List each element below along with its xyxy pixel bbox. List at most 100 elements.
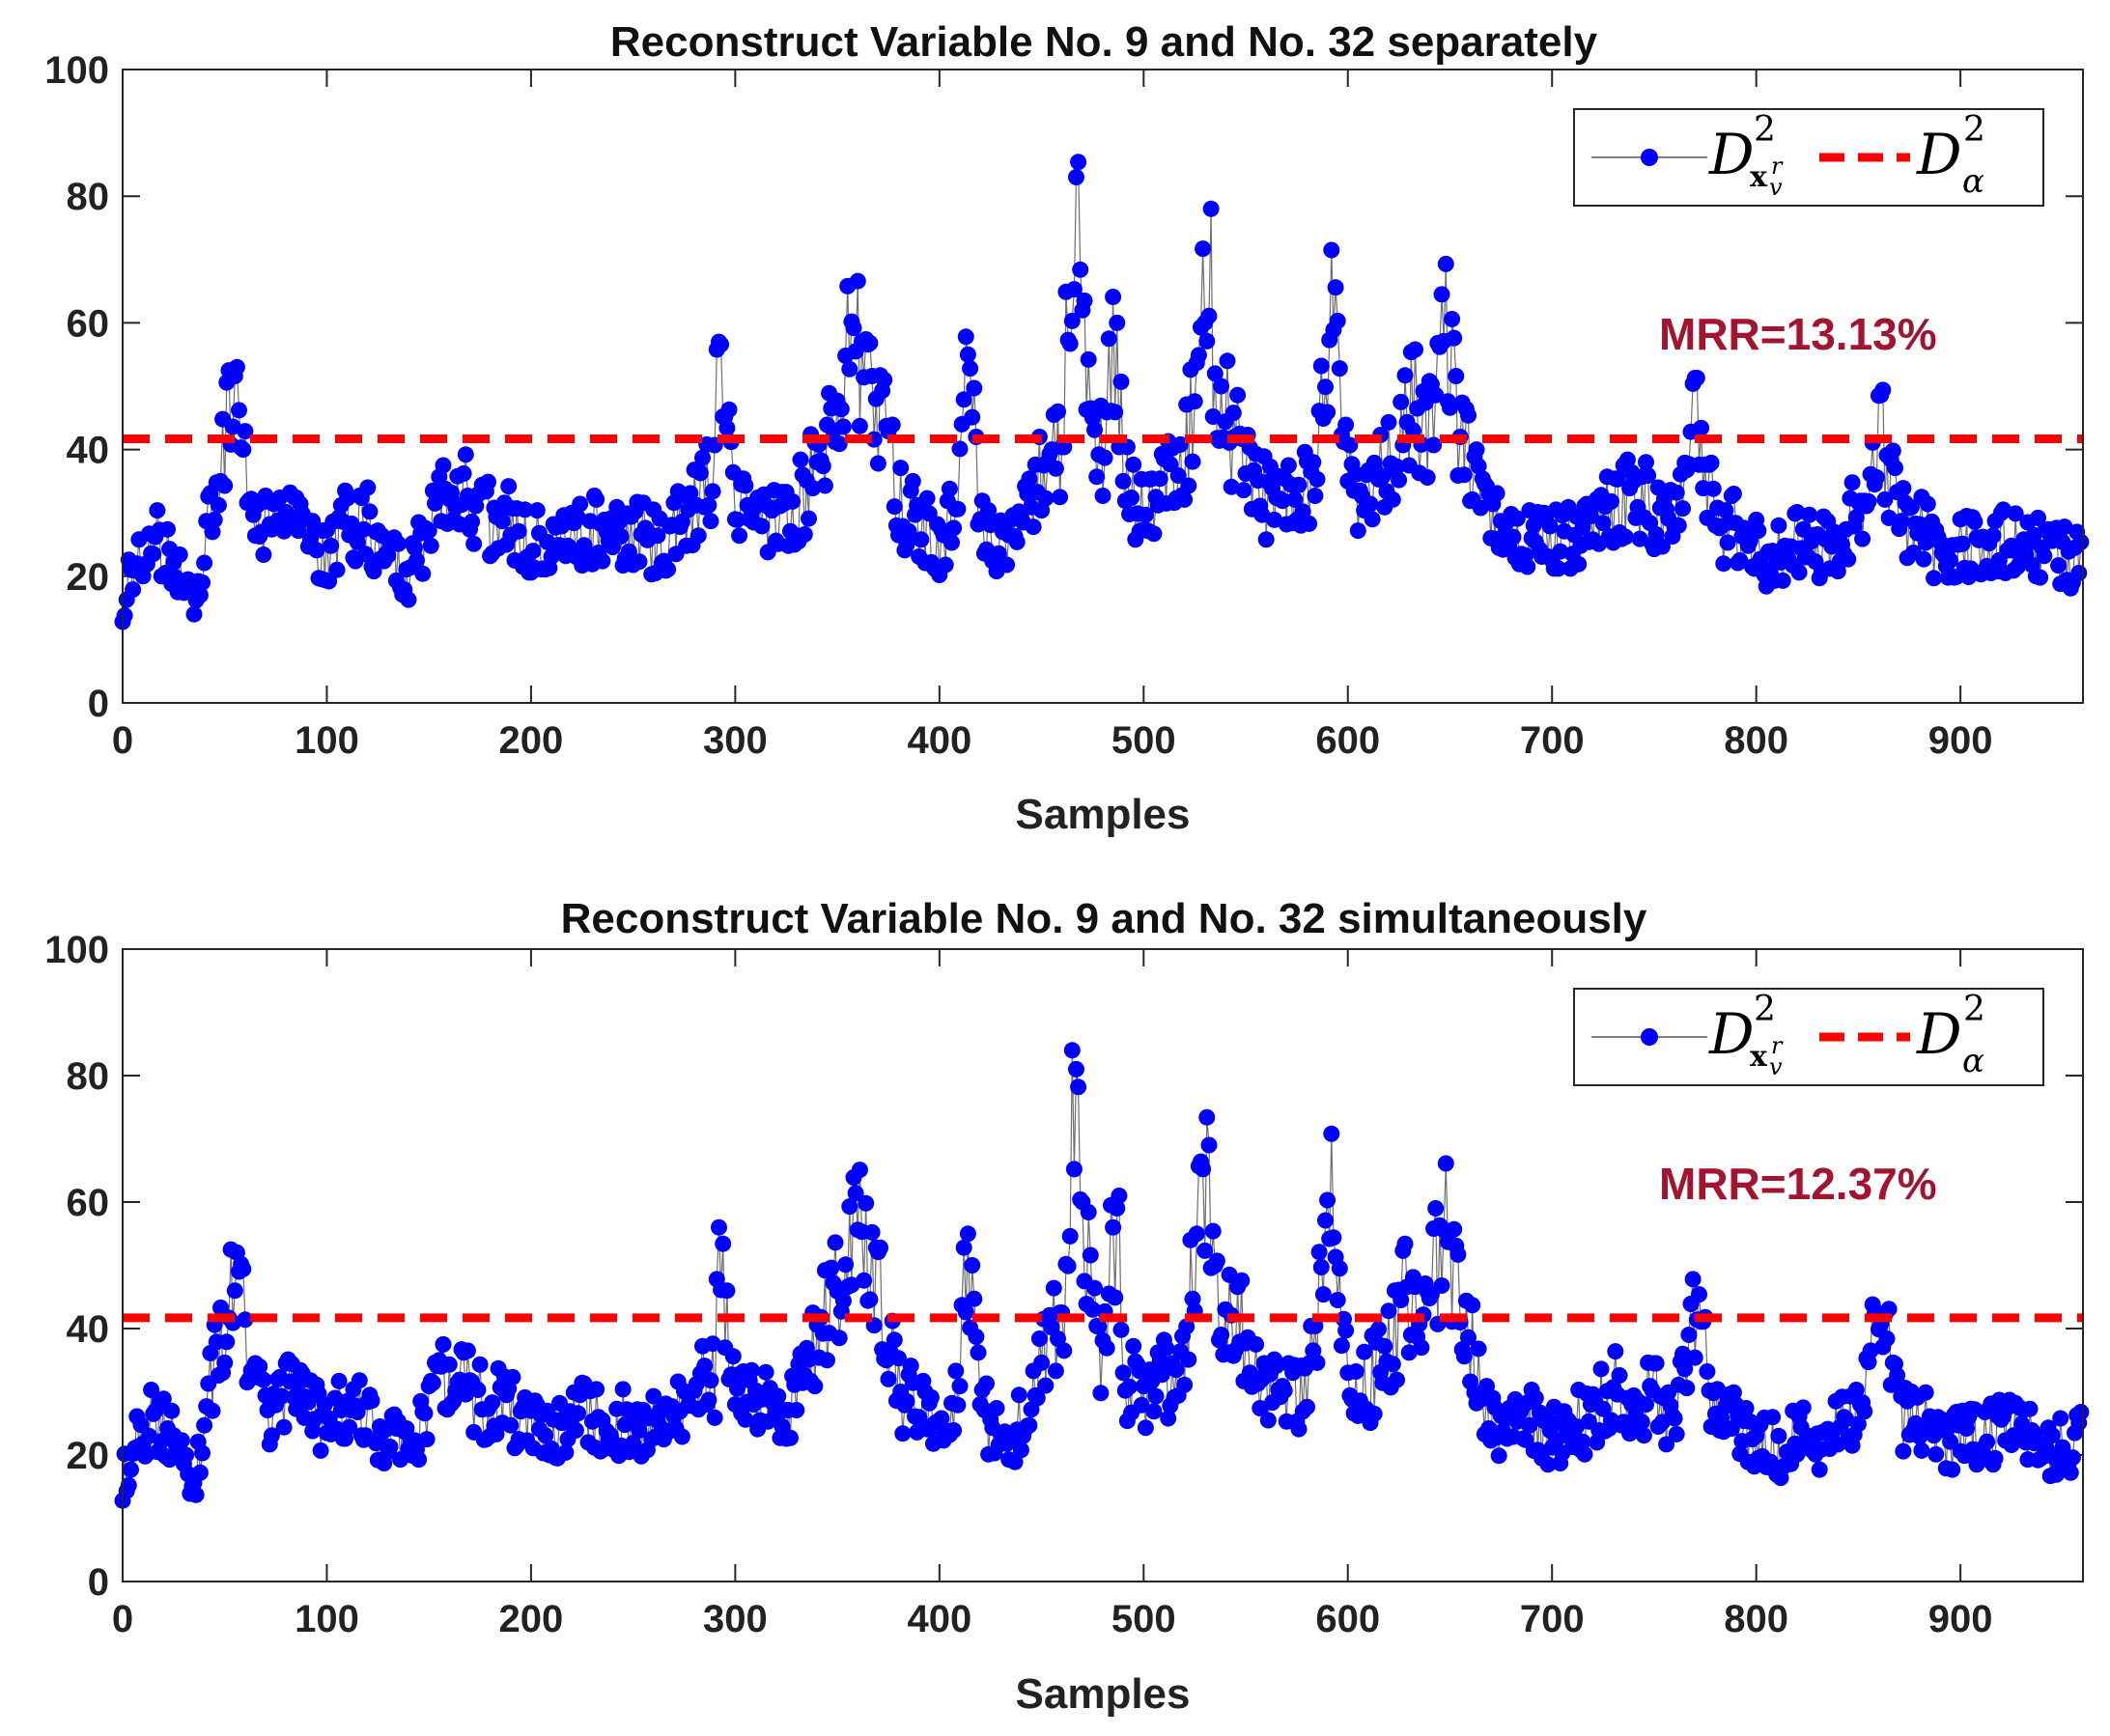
top-series-point (949, 500, 967, 518)
top-series-point (1219, 352, 1236, 370)
top-series-point (1468, 441, 1485, 459)
bottom-series-point (1686, 1349, 1703, 1366)
top-series-point (631, 553, 648, 571)
bottom-series-point (1308, 1354, 1326, 1371)
bottom-series-point (1470, 1340, 1487, 1358)
top-series-point (700, 496, 717, 514)
top-series-point (1307, 488, 1324, 504)
bottom-series-point (890, 1350, 907, 1367)
bottom-series-point (729, 1380, 746, 1397)
bottom-series-point (1393, 1292, 1410, 1308)
top-series-point (1470, 458, 1487, 475)
bottom-series-point (1047, 1362, 1064, 1380)
bottom-series-point (1188, 1225, 1205, 1243)
top-series-point (1919, 495, 1936, 513)
bottom-series-point (1878, 1330, 1896, 1347)
top-series-point (1202, 200, 1220, 217)
bottom-series-point (700, 1391, 717, 1409)
top-legend-series-subsup: r (1771, 153, 1784, 180)
top-series-point (116, 607, 133, 624)
top-series-point (216, 477, 234, 494)
top-series-point (1125, 456, 1142, 473)
bottom-series-point (1290, 1420, 1308, 1438)
top-series-point (1893, 513, 1910, 530)
bottom-series-point (1633, 1414, 1650, 1431)
bottom-series-point (970, 1344, 987, 1361)
bottom-series-point (1259, 1412, 1277, 1429)
top-series-point (1448, 368, 1465, 384)
top-series-point (125, 581, 142, 599)
top-y-tick-label: 0 (88, 683, 109, 725)
bottom-series-point (537, 1427, 554, 1444)
top-series-point (420, 522, 437, 540)
bottom-series-point (1213, 1327, 1230, 1343)
top-series-point (588, 490, 605, 508)
top-series-point (1519, 558, 1536, 575)
top-series-point (1176, 490, 1194, 508)
top-series-point (737, 477, 754, 494)
top-series-point (689, 527, 707, 545)
bottom-series-point (1063, 1042, 1081, 1059)
top-series-point (1847, 509, 1865, 526)
top-series-point (1037, 490, 1055, 507)
bottom-series-point (1427, 1200, 1445, 1217)
top-series-point (849, 272, 866, 290)
top-series-point (1446, 329, 1463, 347)
bottom-series-point (1607, 1343, 1624, 1360)
bottom-legend-series-subsup: r (1771, 1032, 1784, 1059)
bottom-series-point (1178, 1318, 1196, 1335)
top-x-tick-label: 200 (499, 719, 564, 762)
bottom-y-tick-label: 20 (67, 1435, 110, 1477)
top-legend-threshold-sub: α (1962, 162, 1984, 201)
top-series-point (1190, 347, 1207, 364)
top-series-point (1525, 517, 1542, 534)
top-series-point (1801, 506, 1818, 523)
bottom-series-point (1376, 1337, 1393, 1355)
bottom-series-point (1678, 1380, 1696, 1397)
top-series-point (328, 561, 346, 578)
top-series-point (442, 484, 460, 501)
top-series-point (1874, 381, 1892, 399)
top-series-point (422, 537, 439, 554)
bottom-series-point (141, 1427, 157, 1444)
top-series-point (510, 522, 527, 540)
bottom-series-point (964, 1257, 981, 1274)
bottom-series-point (484, 1394, 501, 1412)
bottom-series-point (696, 1358, 714, 1375)
top-series-point (851, 417, 868, 434)
top-series-point (406, 539, 423, 556)
top-series-point (1308, 470, 1326, 488)
top-series-point (649, 527, 666, 545)
top-chart-title: Reconstruct Variable No. 9 and No. 32 se… (610, 18, 1598, 66)
top-series-point (1025, 518, 1042, 536)
top-series-point (1396, 367, 1414, 384)
bottom-series-point (951, 1378, 969, 1395)
bottom-series-point (2043, 1427, 2061, 1444)
bottom-x-tick-label: 200 (499, 1598, 564, 1640)
top-series-point (1008, 533, 1026, 550)
top-series-point (884, 416, 901, 434)
bottom-series-point (770, 1387, 787, 1405)
top-series-point (1086, 421, 1103, 438)
bottom-series-point (1276, 1382, 1293, 1399)
bottom-x-axis-label: Samples (1016, 1670, 1191, 1718)
bottom-series-point (1576, 1445, 1593, 1463)
top-series-point (1072, 261, 1089, 278)
bottom-series-point (1121, 1378, 1138, 1395)
top-series-point (210, 496, 227, 514)
top-series-point (1618, 451, 1636, 468)
top-series-point (339, 490, 356, 507)
top-series-point (1880, 509, 1898, 526)
top-series-point (528, 502, 546, 519)
top-series-point (1725, 486, 1742, 502)
top-series-point (1114, 472, 1132, 490)
bottom-series-point (1895, 1442, 1912, 1460)
bottom-series-point (902, 1358, 919, 1375)
top-series-point (1362, 495, 1379, 513)
bottom-series-point (1329, 1292, 1346, 1308)
bottom-legend-series-marker (1641, 1028, 1658, 1046)
top-series-point (1109, 314, 1126, 331)
top-series-point (832, 401, 850, 418)
top-series-point (1137, 506, 1154, 523)
top-series-point (1902, 498, 1920, 516)
